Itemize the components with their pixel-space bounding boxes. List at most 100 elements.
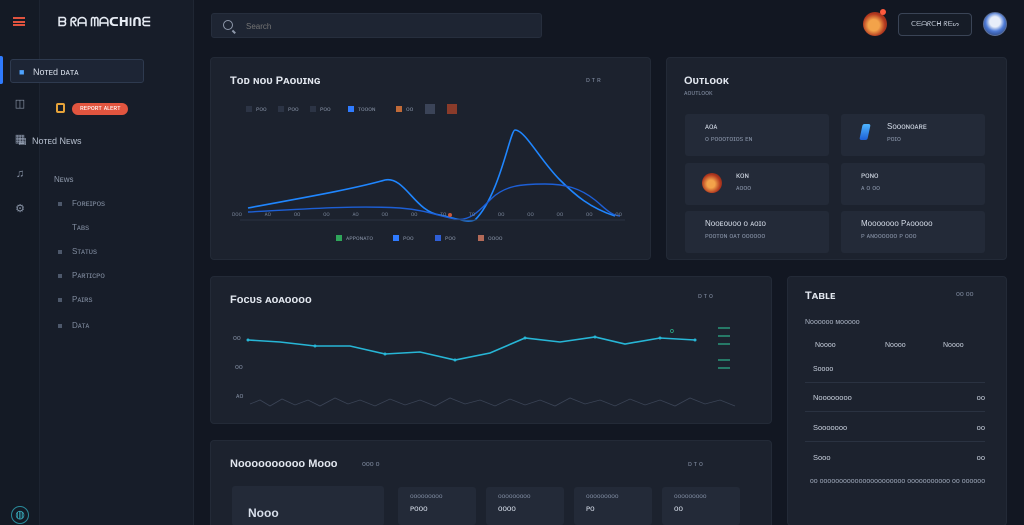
table-row[interactable]: Sᴏᴏᴏᴏᴏᴏᴏ ᴏᴏ (813, 423, 985, 432)
bullet-icon (58, 323, 62, 328)
mini-tile[interactable]: ᴏᴏᴏᴏᴏᴏᴏᴏᴏ ᴏᴏ (662, 487, 740, 525)
trend-x-axis: ᴅᴏᴏ ᴀᴏ ᴏᴏ ᴏᴏ ᴀᴏ ᴏᴏ ᴏᴏ ᴛᴏ ᴛᴏ ᴏᴏ ᴏᴏ ᴏᴏ ᴏᴏ ᴏᴏ (232, 212, 622, 222)
settings-icon[interactable]: ⚙ (15, 203, 25, 215)
icon-rail: ▣ ◫ ▦ ♫ ⚙ ◍ (0, 0, 40, 525)
mini-tile[interactable]: ᴏᴏᴏᴏᴏᴏᴏᴏᴏ ᴏᴏᴏᴏ (486, 487, 564, 525)
x-tick: ᴏᴏ (497, 212, 505, 218)
legend-item: ᴘᴏᴏ (278, 106, 299, 113)
table-divider (805, 411, 985, 412)
legend-item: ᴘᴏᴏ (435, 235, 456, 242)
list-icon[interactable]: ◫ (14, 98, 26, 110)
bullet-icon (58, 201, 62, 206)
globe-icon[interactable]: ◍ (11, 506, 29, 524)
bottom-card-title: Nᴏᴏᴏᴏᴏᴏᴏᴏᴏᴏ Mᴏᴏᴏ (230, 458, 338, 470)
y-tick: ᴏᴏ (233, 335, 241, 342)
legend-marker (425, 104, 435, 114)
legend-swatch (478, 235, 484, 242)
legend-item: ᴘᴏᴏ (393, 235, 414, 242)
planet-icon (702, 173, 722, 193)
table-column-header: Nᴏᴏᴏᴏ (815, 342, 836, 349)
notification-icon[interactable] (863, 12, 887, 36)
trend-card-meta[interactable]: ᴅ ᴛ ʀ (586, 77, 601, 84)
table-row[interactable]: Nᴏᴏᴏᴏᴏᴏᴏᴏ ᴏᴏ (813, 393, 985, 402)
sidebar-subitem[interactable]: Tᴀʙs (72, 223, 90, 232)
bullet-icon (58, 273, 62, 278)
x-tick: ᴏᴏ (615, 212, 622, 218)
tile-value: ᴀ ᴏ ᴏᴏ (861, 185, 881, 192)
x-tick: ᴏᴏ (527, 212, 534, 218)
table-divider (805, 382, 985, 383)
avatar[interactable] (983, 12, 1007, 36)
mini-tile[interactable]: ᴏᴏᴏᴏᴏᴏᴏᴏᴏ ᴘᴏ (574, 487, 652, 525)
summary-tile[interactable]: Nᴏᴏᴇᴏᴜᴏᴏ ᴏ ᴀᴏɪᴏ ᴘᴏᴏᴛᴏɴ ᴏᴀᴛ ᴏᴏᴏᴏᴏᴏ (685, 211, 829, 253)
sidebar-item-label: Nᴏᴛᴇd ᴅᴀᴛᴀ (33, 67, 79, 77)
tile-value: ᴘᴏᴏᴛᴏɴ ᴏᴀᴛ ᴏᴏᴏᴏᴏᴏ (705, 233, 766, 240)
sidebar-section-label: Nᴇᴡs (54, 175, 74, 184)
legend-swatch (393, 235, 399, 242)
trend-point (448, 213, 452, 217)
legend-swatch (278, 106, 284, 113)
x-tick: ᴀᴏ (264, 212, 271, 218)
bullet-icon (58, 297, 62, 302)
top-action-button[interactable]: ᑕᗴᗩᖇᑕᕼ ᖇᗴᔕ (898, 13, 972, 36)
data-icon: ■ (19, 67, 25, 77)
legend-swatch (435, 235, 441, 242)
bottom-card-meta[interactable]: ᴅ ᴛ ᴏ (688, 461, 703, 468)
sidebar-item-noted-data[interactable]: ■ Nᴏᴛᴇd ᴅᴀᴛᴀ (10, 59, 144, 83)
menu-icon[interactable] (13, 17, 25, 26)
mini-tile-value: ᴘᴏ (586, 504, 595, 513)
summary-card-subtitle: ᴀᴏᴜᴛʟᴏᴏᴋ (684, 90, 713, 97)
summary-tile[interactable]: ᴀᴏᴀ ᴏ ᴘᴏᴏᴏᴛᴏɪᴏs ᴇɴ (685, 114, 829, 156)
legend-swatch (246, 106, 252, 113)
table-card-meta[interactable]: ᴏᴏ ᴏᴏ (956, 291, 974, 298)
summary-tile[interactable]: ᴘᴏɴᴏ ᴀ ᴏ ᴏᴏ (841, 163, 985, 205)
x-tick: ᴛᴏ (468, 212, 476, 218)
summary-tile[interactable]: ᴋᴏɴ ᴀᴏᴏᴏ (685, 163, 829, 205)
legend-swatch (336, 235, 342, 242)
trend-card (210, 57, 651, 260)
legend-swatch (396, 106, 402, 113)
summary-tile[interactable]: Sᴏᴏᴏɴᴏᴀʀᴇ ᴘᴏɪᴏ (841, 114, 985, 156)
table-row[interactable]: Sᴏᴏᴏ ᴏᴏ (813, 453, 985, 462)
table-column-header: Nᴏᴏᴏᴏ (943, 342, 964, 349)
mini-tile-label: ᴏᴏᴏᴏᴏᴏᴏᴏᴏ (498, 493, 531, 500)
performance-points (246, 335, 697, 362)
crystal-icon (859, 124, 871, 140)
summary-tile[interactable]: Mᴏᴏᴏᴏᴏᴏᴏ Pᴀᴏᴏᴏᴏᴏ ᴘ ᴀɴᴏᴏᴏᴏᴏᴏ ᴘ ᴏᴏᴏ (841, 211, 985, 253)
bell-icon[interactable]: ♫ (15, 168, 25, 180)
performance-chart (246, 327, 736, 407)
y-tick: ᴀᴏ (236, 393, 244, 400)
table-subtitle: Nᴏᴏᴏᴏᴏᴏ ᴍᴏᴏᴏᴏᴏ (805, 319, 860, 326)
trend-card-title: Tᴏᴅ ɴᴏᴜ Pᴀᴏᴜɪɴɢ (230, 75, 321, 87)
mini-tile-label: ᴏᴏᴏᴏᴏᴏᴏᴏᴏ (410, 493, 443, 500)
bottom-feature-tile[interactable]: Nᴏᴏᴏ (232, 486, 384, 525)
sidebar-subitem[interactable]: Dᴀᴛᴀ (58, 321, 89, 330)
calendar-icon[interactable]: ▦ (14, 133, 26, 145)
brand-title: ᗷ ᖇᗩ ᗰᗩᑕᕼIᑎᗴ (58, 15, 151, 29)
mini-tile-label: ᴏᴏᴏᴏᴏᴏᴏᴏᴏ (674, 493, 707, 500)
x-tick: ᴏᴏ (293, 212, 301, 218)
tile-value: ᴀᴏᴏᴏ (736, 185, 752, 192)
rail-active-indicator (0, 56, 3, 84)
mini-tile-value: ᴏᴏ (674, 504, 683, 513)
sidebar-subitem[interactable]: Fᴏʀᴇɪᴘᴏs (58, 199, 105, 208)
x-tick: ᴏᴏ (585, 212, 593, 218)
mini-tile-value: ᴏᴏᴏᴏ (498, 504, 516, 513)
trend-line-primary (247, 129, 616, 222)
x-tick: ᴅᴏᴏ (232, 212, 242, 218)
sidebar-subitem[interactable]: Pᴀɪʀs (58, 295, 92, 304)
sidebar-subitem[interactable]: Sᴛᴀᴛᴜs (58, 247, 97, 256)
sidebar-item-noted-news[interactable]: ▤ Nᴏᴛᴇd Nᴇᴡs (10, 129, 144, 153)
mini-tile[interactable]: ᴏᴏᴏᴏᴏᴏᴏᴏᴏ ᴘᴏᴏᴏ (398, 487, 476, 525)
sidebar-subitem[interactable]: Pᴀʀᴛɪᴄᴘᴏ (58, 271, 105, 280)
performance-card-meta[interactable]: ᴅ ᴛ ᴏ (698, 293, 713, 300)
mini-tile-value: ᴘᴏᴏᴏ (410, 504, 428, 513)
tile-title: Nᴏᴏᴇᴏᴜᴏᴏ ᴏ ᴀᴏɪᴏ (705, 219, 766, 228)
notification-dot (880, 9, 886, 15)
report-alert-badge[interactable]: ʀᴇᴘᴏʀᴛ ᴀʟᴇʀᴛ (72, 103, 129, 115)
search-input[interactable] (246, 19, 526, 33)
performance-card (210, 276, 772, 424)
legend-item: ᴀᴘᴘᴏɴᴀᴛᴏ (336, 235, 373, 242)
table-footer: ᴏᴏ ᴏᴏᴏᴏᴏᴏᴏᴏᴏᴏᴏᴏᴏᴏᴏᴏᴏᴏᴏᴏᴏᴏ ᴏᴏᴏᴏᴏᴏᴏᴏᴏᴏᴏ ᴏᴏ… (809, 478, 986, 485)
legend-item: ᴛᴏᴏᴏɴ (348, 106, 375, 113)
